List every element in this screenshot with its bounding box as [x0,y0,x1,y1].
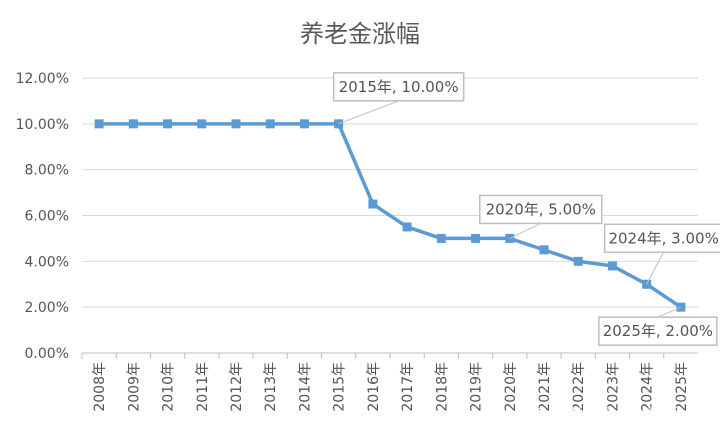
x-tick-label: 2018年 [434,362,450,412]
callout-leader [658,307,681,317]
y-tick-label: 4.00% [25,254,69,270]
x-tick-label: 2017年 [400,362,416,412]
callout-leader [339,101,399,124]
data-point-marker [608,261,617,270]
callout-layer: 2015年, 10.00% 2020年, 5.00% 2024年, 3.00% 202… [334,73,720,345]
data-point-marker [129,119,138,128]
y-axis-ticks: 0.00% 2.00% 4.00% 6.00% 8.00% 10.00% 12.00% [16,71,69,362]
y-tick-label: 12.00% [16,71,69,87]
callout-label: 2015年, 10.00% [339,78,459,96]
y-tick-label: 10.00% [16,117,69,133]
callout-label: 2024年, 3.00% [608,229,718,247]
x-tick-label: 2008年 [92,362,108,412]
chart-title: 养老金涨幅 [300,20,420,48]
data-point-marker [300,119,309,128]
callout-leader [510,223,541,238]
x-tick-label: 2014年 [297,362,313,412]
x-tick-label: 2015年 [332,362,348,412]
data-point-marker [574,257,583,266]
watermark: 头条 @熊猫贝贝小哥爱 [514,405,679,424]
data-point-marker [266,119,275,128]
x-tick-label: 2012年 [229,362,245,412]
data-point-marker [232,119,241,128]
data-point-marker [540,245,549,254]
watermark-text: 头条 @熊猫贝贝小哥爱 [514,405,679,424]
y-tick-label: 0.00% [25,346,69,362]
data-point-marker [163,119,172,128]
x-tick-label: 2019年 [469,362,485,412]
data-point-marker [368,200,377,209]
callout-label: 2020年, 5.00% [486,200,596,218]
data-point-marker [334,119,343,128]
x-tick-label: 2011年 [195,362,211,412]
x-axis-ticks: 2008年 2009年 2010年 2011年 2012年 2013年 2014年 2015年… [82,353,690,412]
y-tick-label: 2.00% [25,300,69,316]
x-tick-label: 2013年 [263,362,279,412]
data-point-marker [197,119,206,128]
x-tick-label: 2009年 [126,362,142,412]
y-tick-label: 6.00% [25,209,69,225]
y-tick-label: 8.00% [25,163,69,179]
callout-label: 2025年, 2.00% [603,322,713,340]
data-point-marker [471,234,480,243]
callout-leader [647,252,664,284]
x-tick-label: 2016年 [366,362,382,412]
data-point-marker [437,234,446,243]
data-point-marker [403,222,412,231]
x-tick-label: 2010年 [161,362,177,412]
data-point-marker [95,119,104,128]
